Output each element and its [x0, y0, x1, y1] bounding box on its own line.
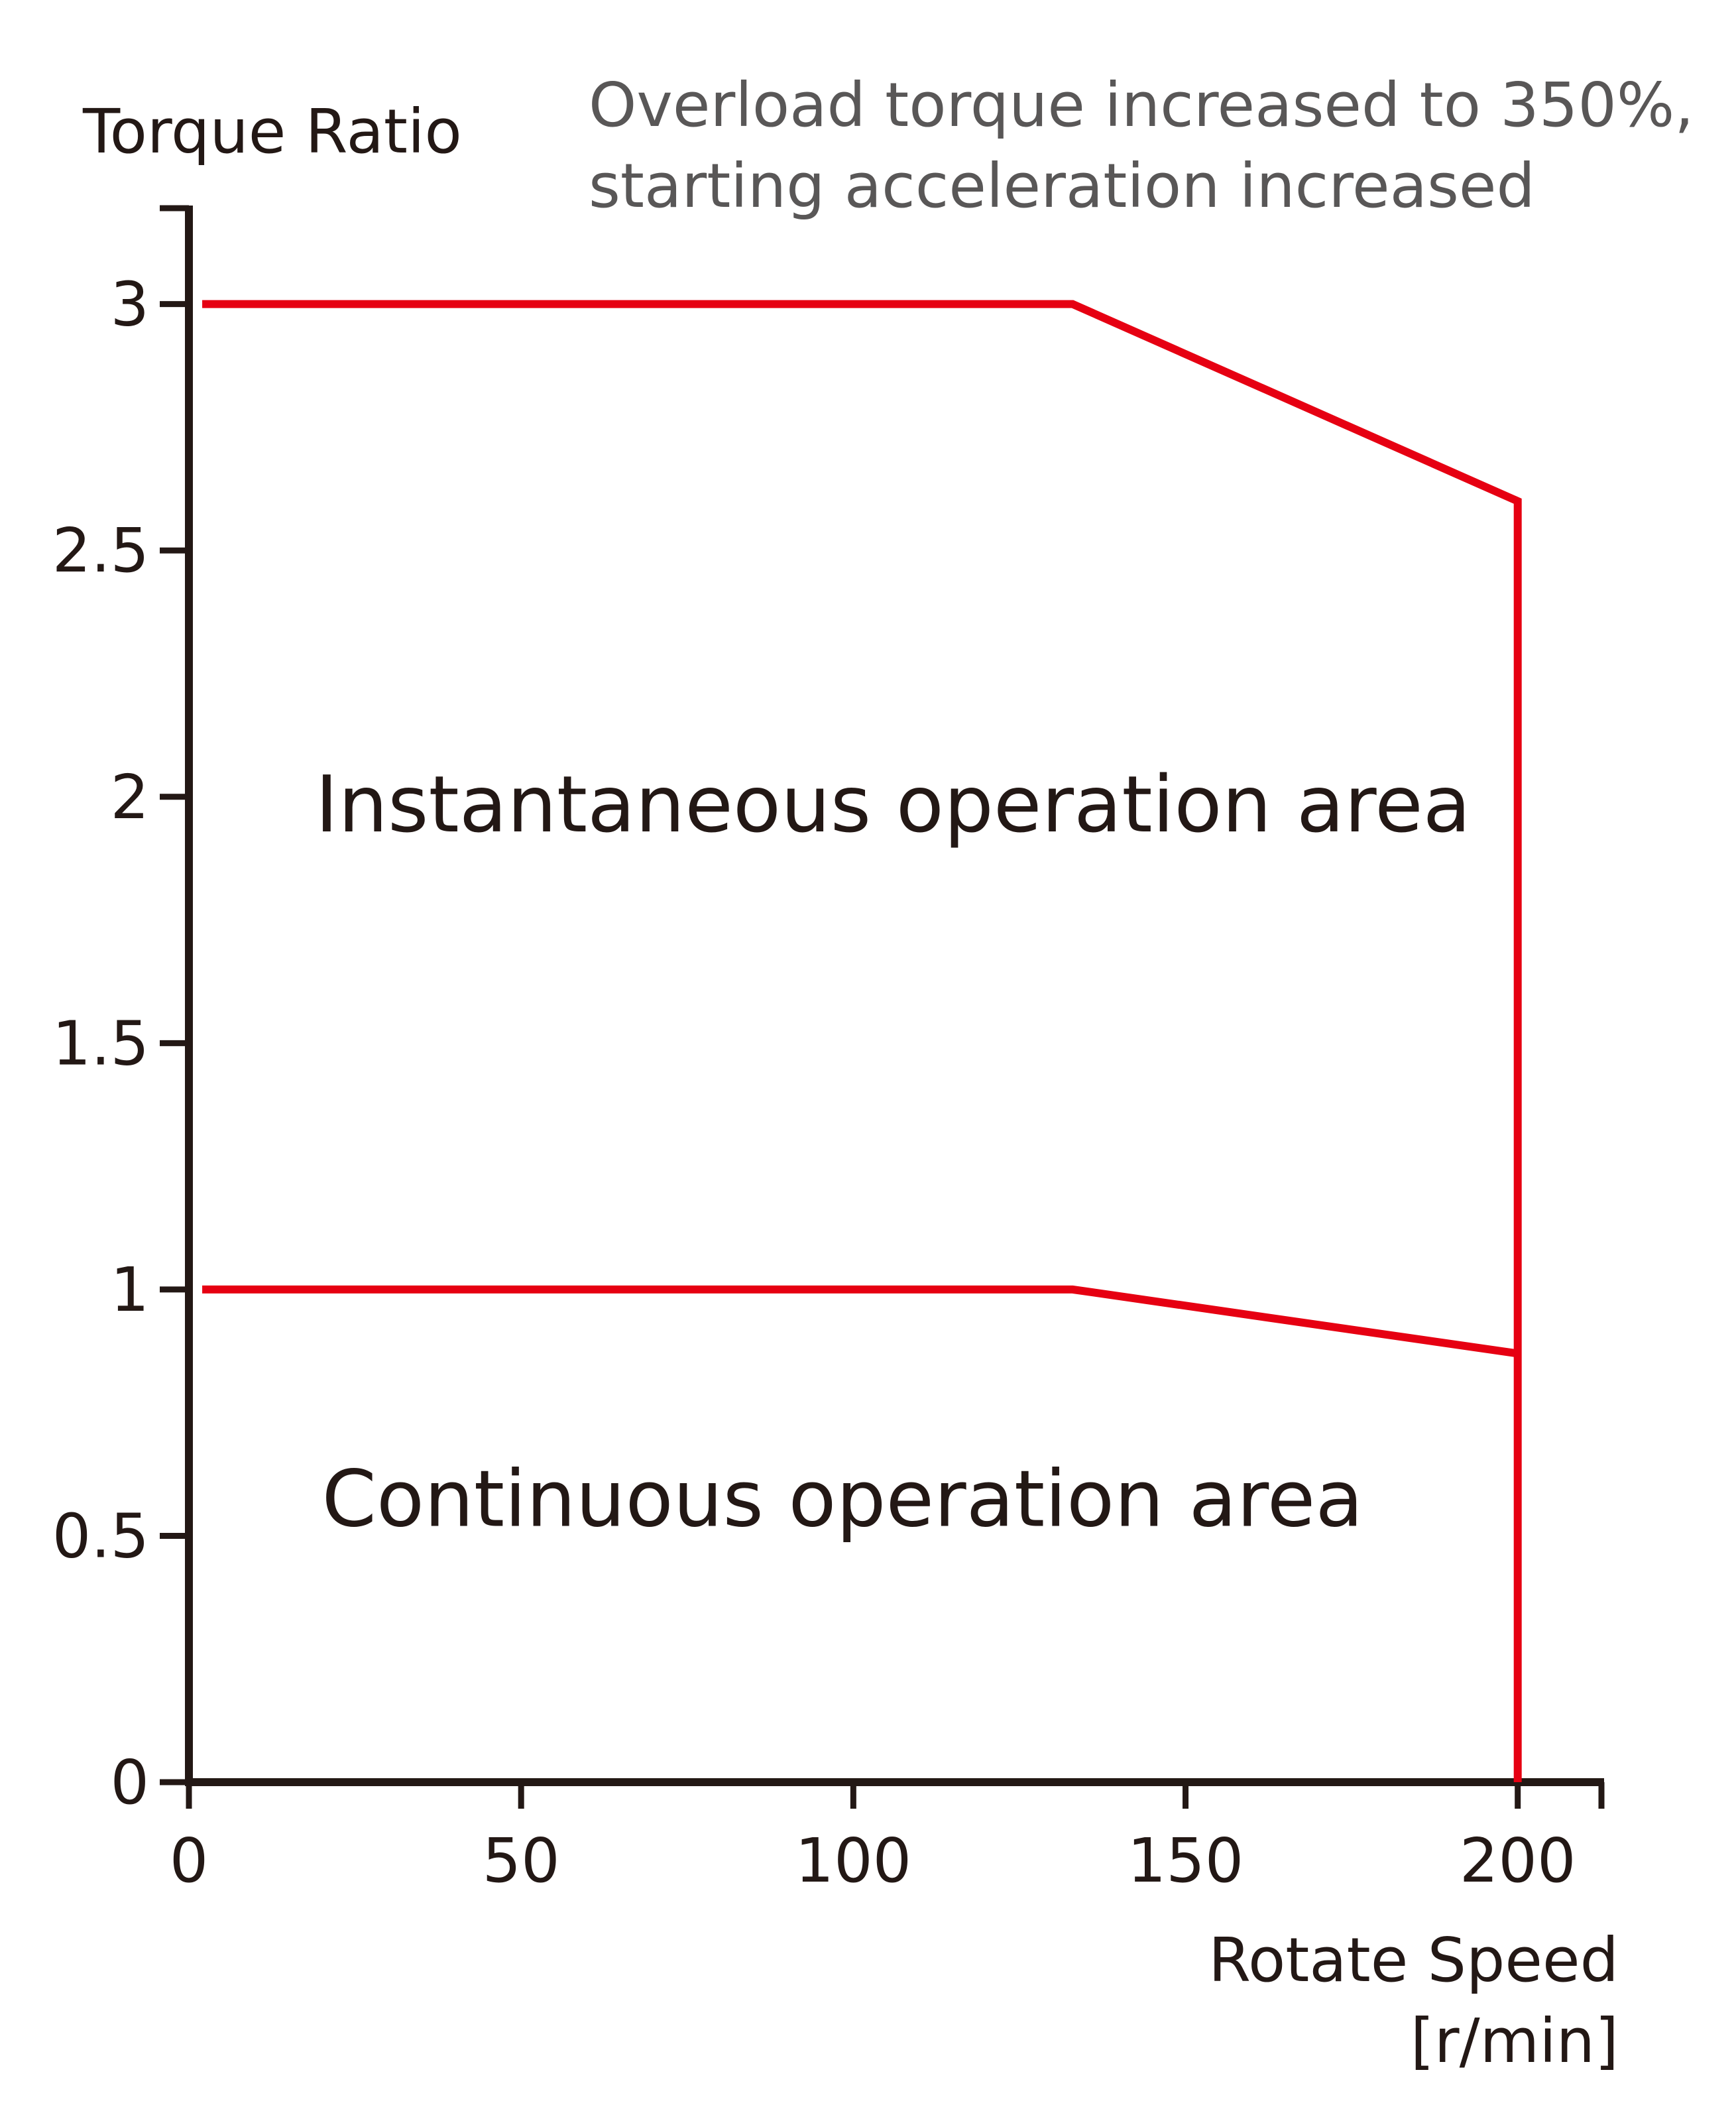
y-tick-label: 1: [110, 1254, 149, 1325]
x-axis-title: Rotate Speed: [1208, 1925, 1619, 1996]
instantaneous-area-label: Instantaneous operation area: [315, 758, 1471, 850]
x-tick-label: 100: [795, 1825, 912, 1896]
y-tick-label: 2.5: [52, 515, 149, 586]
y-tick-label: 1.5: [52, 1008, 149, 1079]
continuous-area-label: Continuous operation area: [321, 1453, 1363, 1545]
x-tick-label: 50: [483, 1825, 560, 1896]
y-axis-title: Torque Ratio: [82, 96, 462, 167]
x-axis-unit: [r/min]: [1411, 2006, 1619, 2077]
y-tick-label: 0: [110, 1747, 149, 1818]
note-line-1: Overload torque increased to 350%,: [589, 70, 1694, 141]
x-tick-label: 200: [1460, 1825, 1576, 1896]
x-tick-label: 0: [170, 1825, 209, 1896]
y-tick-label: 3: [110, 269, 149, 340]
x-tick-label: 150: [1128, 1825, 1244, 1896]
note-line-2: starting acceleration increased: [589, 151, 1535, 221]
continuous-limit-line: [202, 1285, 1519, 1358]
instantaneous-limit-line: [202, 300, 1522, 1782]
y-tick-label: 0.5: [52, 1500, 149, 1571]
y-tick-label: 2: [110, 762, 149, 833]
